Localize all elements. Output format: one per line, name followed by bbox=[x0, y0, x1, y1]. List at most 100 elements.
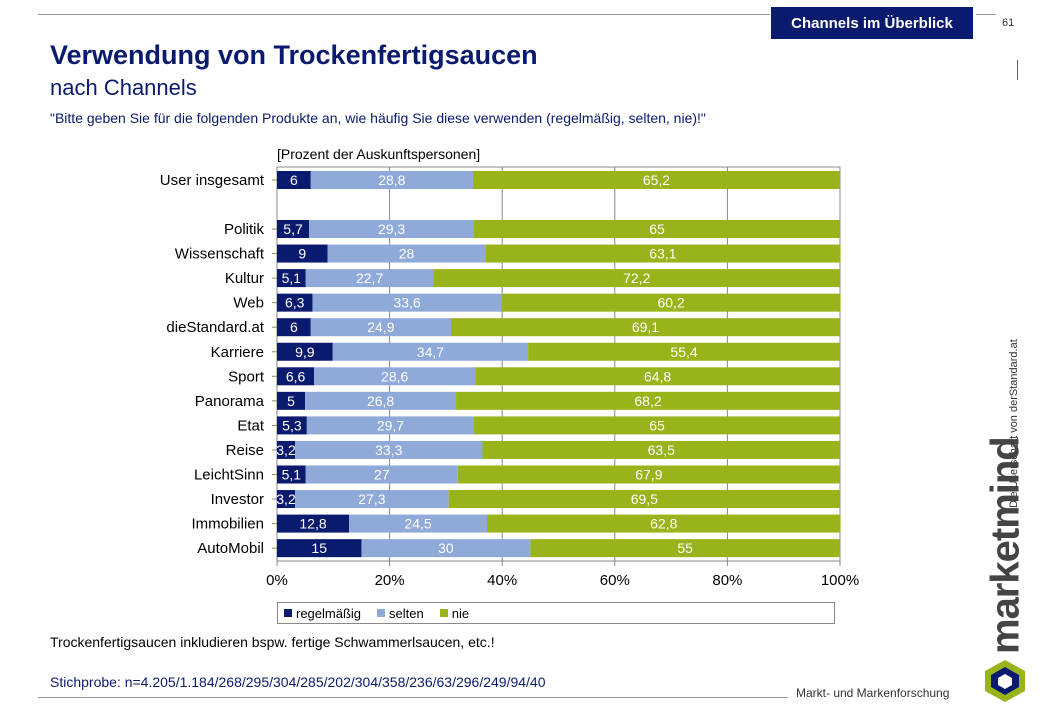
category-label: Politik bbox=[224, 221, 265, 238]
data-label: 6,3 bbox=[285, 295, 305, 311]
data-label: 60,2 bbox=[657, 295, 684, 311]
bar-segment bbox=[305, 269, 434, 288]
footnote: Trockenfertigsaucen inkludieren bspw. fe… bbox=[50, 634, 495, 650]
bar-segment bbox=[361, 539, 531, 558]
data-label: 6,6 bbox=[286, 368, 306, 384]
legend-label-regelmaessig: regelmäßig bbox=[296, 605, 362, 621]
category-label: Reise bbox=[226, 442, 264, 459]
data-label: 9,9 bbox=[295, 344, 315, 360]
page-number: 61 bbox=[1002, 17, 1015, 29]
category-label: Panorama bbox=[195, 393, 265, 410]
bar-segment bbox=[450, 318, 840, 337]
bar-segment bbox=[277, 465, 306, 484]
legend-item-selten: selten bbox=[377, 606, 424, 621]
chart-legend: regelmäßig selten nie bbox=[277, 602, 835, 624]
data-label: 27,3 bbox=[358, 491, 385, 507]
category-label: Etat bbox=[237, 417, 265, 434]
bar-segment bbox=[474, 220, 840, 238]
bar-segment bbox=[277, 490, 296, 509]
bar-segment bbox=[448, 490, 840, 509]
data-label: 6 bbox=[290, 319, 298, 335]
bar-segment bbox=[277, 440, 296, 459]
bar-segment bbox=[305, 391, 457, 410]
data-label: 55 bbox=[677, 540, 693, 556]
category-label: Investor bbox=[211, 491, 264, 508]
data-label: 28,8 bbox=[378, 172, 405, 188]
category-label: Wissenschaft bbox=[175, 246, 265, 263]
page-title: Verwendung von Trockenfertigsaucen bbox=[50, 40, 538, 70]
data-label: 67,9 bbox=[635, 467, 662, 483]
bar-segment bbox=[277, 269, 306, 288]
data-label: 5,3 bbox=[282, 417, 302, 433]
data-label: 65,2 bbox=[643, 172, 670, 188]
bar-segment bbox=[501, 293, 841, 312]
bar-segment bbox=[332, 342, 529, 361]
bar-segment bbox=[277, 514, 350, 533]
legend-swatch-nie bbox=[439, 609, 448, 617]
category-label: Web bbox=[233, 295, 264, 312]
section-tab: Channels im Überblick bbox=[771, 7, 973, 39]
cube-logo-icon bbox=[985, 660, 1025, 702]
bar-segment bbox=[457, 465, 840, 484]
bar-segment bbox=[277, 171, 311, 189]
data-label: 30 bbox=[438, 540, 454, 556]
bar-segment bbox=[312, 293, 502, 312]
category-label: User insgesamt bbox=[160, 172, 265, 189]
data-label: 62,8 bbox=[650, 516, 677, 532]
bar-segment bbox=[485, 244, 841, 263]
data-label: 65 bbox=[649, 417, 665, 433]
x-tick-label: 40% bbox=[487, 572, 517, 589]
bar-segment bbox=[277, 220, 310, 238]
bar-segment bbox=[305, 465, 458, 484]
data-label: 55,4 bbox=[670, 344, 697, 360]
bar-segment bbox=[475, 367, 840, 386]
data-label: 34,7 bbox=[417, 344, 444, 360]
data-label: 69,5 bbox=[631, 491, 658, 507]
data-label: 5,1 bbox=[282, 270, 302, 286]
data-label: 6 bbox=[290, 172, 298, 188]
x-tick-label: 100% bbox=[821, 572, 859, 589]
bar-segment bbox=[310, 318, 451, 337]
bar-segment bbox=[277, 367, 315, 386]
data-label: 28 bbox=[399, 246, 415, 262]
bar-segment bbox=[277, 244, 328, 263]
frame-top-line bbox=[38, 14, 770, 15]
data-label: 5,7 bbox=[283, 221, 303, 237]
bar-segment bbox=[277, 391, 306, 410]
x-tick-label: 0% bbox=[266, 572, 288, 589]
data-label: 33,3 bbox=[375, 442, 402, 458]
bar-segment bbox=[474, 416, 840, 435]
data-label: 9 bbox=[298, 246, 306, 262]
legend-label-nie: nie bbox=[451, 605, 470, 621]
side-divider bbox=[1017, 60, 1018, 80]
bar-segment bbox=[277, 342, 333, 361]
survey-question: "Bitte geben Sie für die folgenden Produ… bbox=[50, 110, 706, 126]
chart-unit-label: [Prozent der Auskunftspersonen] bbox=[277, 146, 481, 162]
x-tick-label: 20% bbox=[375, 572, 405, 589]
bar-segment bbox=[277, 416, 307, 435]
bar-segment bbox=[327, 244, 486, 263]
data-label: 5 bbox=[287, 393, 295, 409]
data-label: 33,6 bbox=[393, 295, 420, 311]
data-label: 24,5 bbox=[404, 516, 431, 532]
bar-segment bbox=[349, 514, 487, 533]
data-label: 12,8 bbox=[299, 516, 326, 532]
bar-segment bbox=[528, 342, 840, 361]
bar-segment bbox=[482, 440, 840, 459]
side-divider-lower bbox=[1017, 437, 1018, 447]
data-label: 3,2 bbox=[276, 491, 296, 507]
data-label: 68,2 bbox=[634, 393, 661, 409]
bar-segment bbox=[472, 171, 840, 189]
category-label: Kultur bbox=[225, 270, 264, 287]
category-label: Sport bbox=[228, 368, 265, 385]
bar-segment bbox=[277, 318, 311, 337]
data-label: 65 bbox=[649, 221, 665, 237]
bar-segment bbox=[277, 539, 362, 558]
legend-item-regelmaessig: regelmäßig bbox=[284, 606, 361, 621]
data-label: 5,1 bbox=[282, 467, 302, 483]
data-label: 64,8 bbox=[644, 368, 671, 384]
category-label: LeichtSinn bbox=[194, 467, 264, 484]
bar-segment bbox=[295, 440, 483, 459]
legend-swatch-selten bbox=[377, 609, 386, 617]
